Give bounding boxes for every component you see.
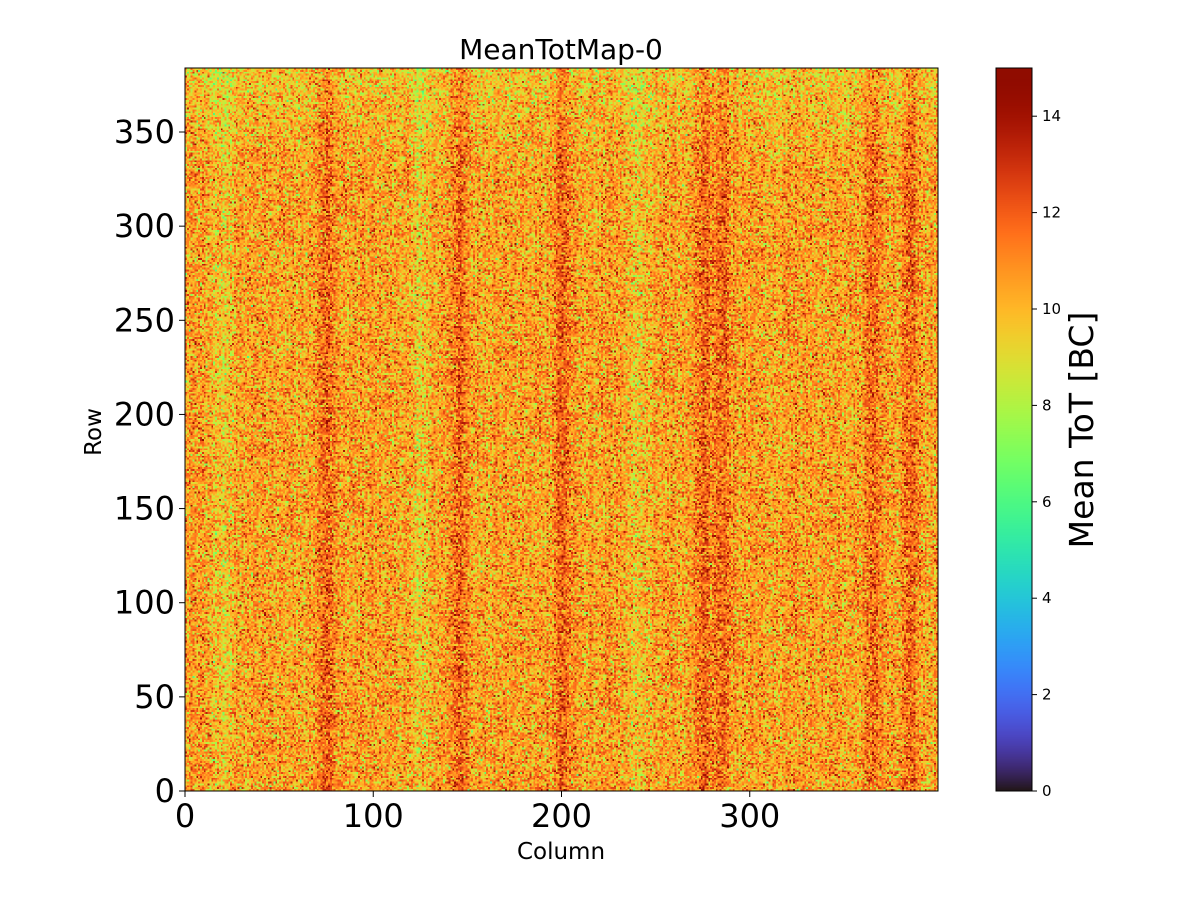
x-axis-label: Column [517,839,605,865]
y-tick-label: 100 [114,584,175,622]
y-tick-label: 350 [114,113,175,151]
y-axis-ticks: 0 50 100 150 200 250 300 350 [114,113,185,810]
colorbar-tick-label: 0 [1042,782,1052,800]
colorbar-label: Mean ToT [BC] [1062,312,1101,549]
x-tick-label: 300 [719,797,780,835]
colorbar-gradient [996,68,1032,791]
x-tick-label: 100 [343,797,404,835]
colorbar-tick-label: 8 [1042,396,1052,414]
y-tick-label: 150 [114,490,175,528]
colorbar-tick-label: 12 [1042,204,1061,222]
y-tick-label: 200 [114,395,175,433]
y-tick-label: 250 [114,301,175,339]
colorbar-tick-label: 14 [1042,107,1061,125]
colorbar-tick-label: 4 [1042,589,1052,607]
y-axis-label: Row [81,408,107,456]
y-tick-label: 300 [114,207,175,245]
colorbar-tick-label: 6 [1042,493,1052,511]
x-tick-label: 200 [531,797,592,835]
colorbar-tick-label: 2 [1042,686,1052,704]
heatmap-frame [184,67,939,792]
x-tick-label: 0 [175,797,195,835]
colorbar-frame [995,67,1033,792]
chart-title: MeanTotMap-0 [459,33,663,66]
colorbar-tick-label: 10 [1042,300,1061,318]
heatmap-image [185,68,938,791]
colorbar-ticks: 0 2 4 6 8 10 12 14 [1032,107,1061,800]
y-tick-label: 50 [134,678,175,716]
y-tick-label: 0 [155,772,175,810]
x-axis-ticks: 0 100 200 300 [175,791,780,835]
